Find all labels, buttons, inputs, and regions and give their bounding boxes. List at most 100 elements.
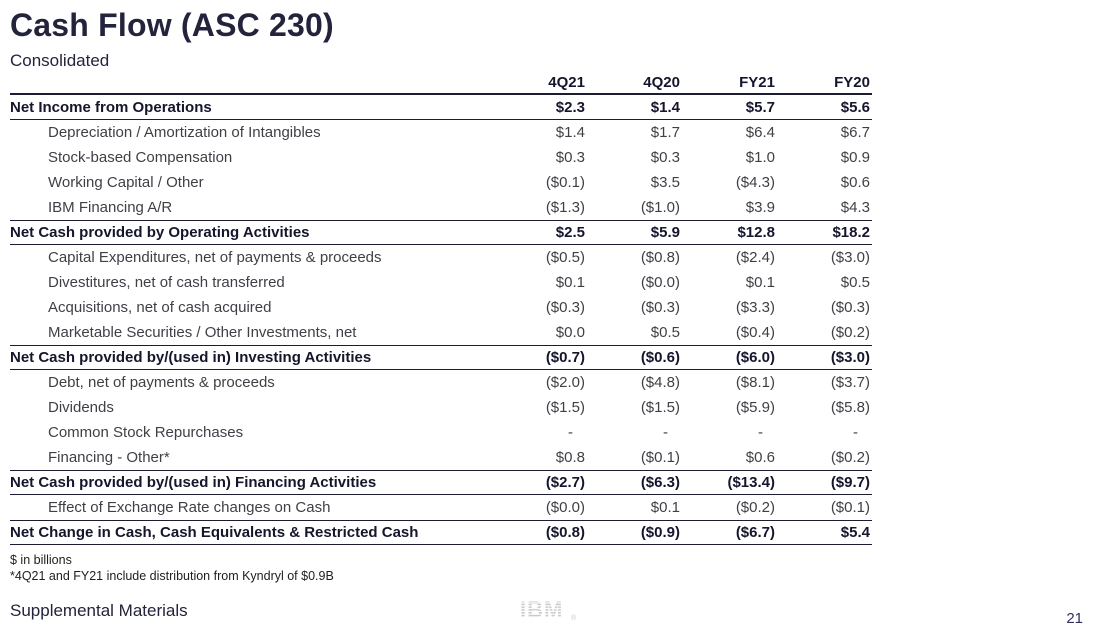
page-number: 21 xyxy=(1066,610,1083,627)
row-label: Debt, net of payments & proceeds xyxy=(48,374,275,391)
cell-value: ($0.6) xyxy=(640,349,680,366)
cell-value: ($0.3) xyxy=(640,299,680,316)
cell-value: ($0.2) xyxy=(735,499,775,516)
row-label: Net Cash provided by/(used in) Investing… xyxy=(10,349,372,366)
cell-value: ($0.2) xyxy=(830,449,870,466)
cell-value: $5.6 xyxy=(840,98,870,116)
cell-value: ($0.4) xyxy=(735,324,775,341)
ibm-logo-registered-mark: ® xyxy=(571,614,577,621)
cell-value: - xyxy=(663,424,668,441)
cell-value: $0.3 xyxy=(555,149,585,166)
table-row: Net Change in Cash, Cash Equivalents & R… xyxy=(10,520,872,545)
ibm-logo-letters: IBM xyxy=(520,598,563,621)
column-header: FY20 xyxy=(834,73,870,91)
row-label: Dividends xyxy=(48,399,114,416)
cell-value: $3.5 xyxy=(650,174,680,191)
cell-value: ($2.0) xyxy=(545,374,585,391)
cash-flow-table: 4Q21 4Q20 FY21 FY20 Net Income from Operati… xyxy=(10,71,872,545)
cell-value: $0.8 xyxy=(555,449,585,466)
table-row: Capital Expenditures, net of payments & … xyxy=(10,245,872,270)
cell-value: $6.4 xyxy=(745,124,775,141)
cell-value: ($0.9) xyxy=(640,524,680,541)
row-label: Net Cash provided by/(used in) Financing… xyxy=(10,474,377,491)
cell-value: ($1.0) xyxy=(640,199,680,216)
cell-value: $5.4 xyxy=(840,524,870,541)
cell-value: ($0.2) xyxy=(830,324,870,341)
table-row: Dividends ($1.5) ($1.5) ($5.9) ($5.8) xyxy=(10,395,872,420)
footnote-units: $ in billions xyxy=(10,553,72,567)
table-row: Stock-based Compensation $0.3 $0.3 $1.0 $0.9 xyxy=(10,145,872,170)
cell-value: $0.5 xyxy=(840,274,870,291)
cell-value: $0.1 xyxy=(555,274,585,291)
cell-value: ($8.1) xyxy=(735,374,775,391)
cell-value: ($0.8) xyxy=(545,524,585,541)
ibm-logo-icon: IBM ® xyxy=(520,597,577,622)
table-row: Common Stock Repurchases - - - - xyxy=(10,420,872,445)
cell-value: $0.1 xyxy=(650,499,680,516)
cell-value: ($4.3) xyxy=(735,174,775,191)
cell-value: $0.5 xyxy=(650,324,680,341)
cell-value: $0.3 xyxy=(650,149,680,166)
cell-value: $5.9 xyxy=(650,224,680,241)
cell-value: ($5.8) xyxy=(830,399,870,416)
cell-value: $2.5 xyxy=(555,224,585,241)
cell-value: ($1.3) xyxy=(545,199,585,216)
row-label: Capital Expenditures, net of payments & … xyxy=(48,249,382,266)
row-label: Working Capital / Other xyxy=(48,174,204,191)
cell-value: - xyxy=(758,424,763,441)
cell-value: $0.9 xyxy=(840,149,870,166)
row-label: Financing - Other* xyxy=(48,449,170,466)
row-label: Net Cash provided by Operating Activitie… xyxy=(10,224,310,241)
table-body: Net Income from Operations $2.3 $1.4 $5.7 $5… xyxy=(10,95,872,545)
cell-value: ($0.3) xyxy=(830,299,870,316)
cell-value: ($6.3) xyxy=(640,474,680,491)
cell-value: ($3.7) xyxy=(830,374,870,391)
table-row: IBM Financing A/R ($1.3) ($1.0) $3.9 $4.3 xyxy=(10,195,872,220)
cell-value: $12.8 xyxy=(737,224,775,241)
row-label: Stock-based Compensation xyxy=(48,149,233,166)
cell-value: $5.7 xyxy=(745,98,775,116)
cell-value: ($0.5) xyxy=(545,249,585,266)
page-title: Cash Flow (ASC 230) xyxy=(10,7,334,43)
cell-value: ($6.7) xyxy=(735,524,775,541)
table-header-row: 4Q21 4Q20 FY21 FY20 xyxy=(10,71,872,95)
cell-value: ($9.7) xyxy=(830,474,870,491)
row-label: Net Change in Cash, Cash Equivalents & R… xyxy=(10,524,419,541)
cell-value: ($1.5) xyxy=(545,399,585,416)
table-row: Marketable Securities / Other Investment… xyxy=(10,320,872,345)
table-row: Effect of Exchange Rate changes on Cash (… xyxy=(10,495,872,520)
cell-value: $0.6 xyxy=(745,449,775,466)
cell-value: $0.0 xyxy=(555,324,585,341)
cell-value: ($0.0) xyxy=(545,499,585,516)
cell-value: $18.2 xyxy=(832,224,870,241)
cell-value: $3.9 xyxy=(745,199,775,216)
cell-value: $1.0 xyxy=(745,149,775,166)
table-row: Acquisitions, net of cash acquired ($0.3)… xyxy=(10,295,872,320)
table-row: Divestitures, net of cash transferred $0.… xyxy=(10,270,872,295)
table-row: Net Cash provided by Operating Activitie… xyxy=(10,220,872,245)
table-row: Net Cash provided by/(used in) Investing… xyxy=(10,345,872,370)
row-label: Depreciation / Amortization of Intangibl… xyxy=(48,124,321,141)
cell-value: ($0.8) xyxy=(640,249,680,266)
cell-value: $0.6 xyxy=(840,174,870,191)
cell-value: ($0.3) xyxy=(545,299,585,316)
cell-value: ($0.1) xyxy=(640,449,680,466)
table-row: Working Capital / Other ($0.1) $3.5 ($4.3) $… xyxy=(10,170,872,195)
cell-value: ($0.1) xyxy=(830,499,870,516)
cell-value: $2.3 xyxy=(555,98,585,116)
cell-value: $6.7 xyxy=(840,124,870,141)
row-label: Divestitures, net of cash transferred xyxy=(48,274,285,291)
cell-value: ($6.0) xyxy=(735,349,775,366)
cell-value: ($4.8) xyxy=(640,374,680,391)
row-label: Net Income from Operations xyxy=(10,98,212,116)
table-row: Financing - Other* $0.8 ($0.1) $0.6 ($0.2) xyxy=(10,445,872,470)
cell-value: ($3.3) xyxy=(735,299,775,316)
cell-value: ($0.7) xyxy=(545,349,585,366)
footnotes: $ in billions *4Q21 and FY21 include dis… xyxy=(10,552,1089,585)
cell-value: ($2.7) xyxy=(545,474,585,491)
footer-label: Supplemental Materials xyxy=(10,601,188,620)
cell-value: $0.1 xyxy=(745,274,775,291)
cell-value: ($3.0) xyxy=(830,349,870,366)
column-header: FY21 xyxy=(739,73,775,91)
